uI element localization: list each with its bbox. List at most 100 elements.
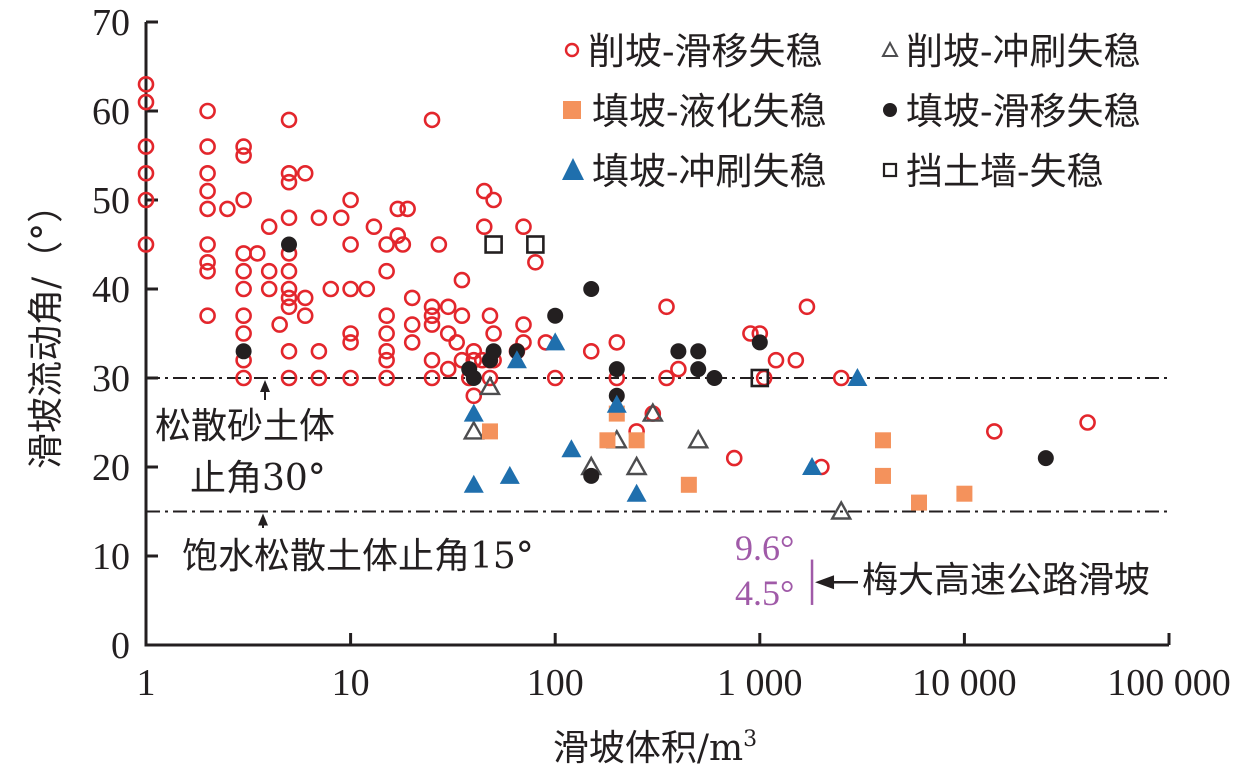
data-point [956, 485, 973, 502]
data-point [342, 334, 359, 351]
legend-label: 削坡-滑移失稳 [588, 30, 823, 73]
data-point [453, 271, 471, 289]
data-point [199, 138, 216, 155]
series-0 [137, 76, 1096, 476]
data-point [403, 289, 421, 307]
data-point [399, 200, 416, 218]
legend-marker-square-filled [563, 101, 581, 119]
series-4 [463, 332, 868, 502]
data-point [235, 325, 252, 342]
data-point [199, 253, 216, 271]
data-point [378, 325, 395, 342]
data-point [235, 147, 252, 164]
data-point [280, 298, 298, 316]
data-point [280, 280, 298, 298]
reference-lines [146, 377, 1169, 528]
data-point [608, 334, 626, 351]
x-tick-label: 100 000 [1107, 662, 1231, 704]
y-axis-title: 滑坡流动角/（°） [26, 187, 67, 469]
data-point [802, 457, 823, 475]
y-tick-label: 40 [92, 269, 130, 311]
legend-item: 填坡-滑移失稳 [883, 90, 1141, 133]
data-point [830, 500, 853, 520]
data-point [670, 360, 687, 378]
data-point [526, 235, 545, 254]
data-point [547, 307, 564, 324]
legend-label: 填坡-液化失稳 [592, 90, 827, 133]
meida-landslide-label: 梅大高速公路滑坡 [862, 560, 1150, 601]
data-point [342, 325, 359, 342]
data-point [137, 93, 155, 111]
data-point [985, 423, 1003, 440]
x-axis-title: 滑坡体积/m3 [553, 727, 757, 769]
data-point [235, 262, 252, 280]
data-point [137, 76, 155, 93]
data-point [235, 191, 252, 209]
data-point [1037, 450, 1054, 467]
data-point [403, 316, 421, 333]
data-point [625, 455, 648, 476]
legend-marker-circle-filled [883, 103, 897, 117]
data-point [485, 325, 502, 342]
y-tick-label: 60 [92, 91, 130, 133]
legend-label: 削坡-冲刷失稳 [906, 30, 1141, 73]
series-5 [484, 235, 770, 388]
data-point [475, 182, 493, 200]
data-point [219, 200, 236, 218]
data-point [439, 298, 457, 316]
series-2 [481, 405, 973, 511]
data-point [453, 307, 471, 325]
legend-label: 挡土墙-失稳 [906, 150, 1104, 193]
y-tick-label: 70 [92, 2, 130, 44]
data-point [439, 325, 457, 342]
data-point [608, 361, 625, 378]
data-point [641, 402, 664, 422]
data-point [296, 307, 314, 325]
data-point [583, 281, 600, 297]
data-point [481, 307, 499, 325]
x-tick-label: 10 [332, 662, 370, 704]
ref-line-30-label-line1: 松散砂土体 [155, 406, 335, 447]
data-point [499, 465, 520, 484]
meida-range-high-label: 9.6° [735, 528, 794, 568]
data-point [296, 289, 314, 307]
data-point [546, 369, 564, 387]
y-tick-label: 20 [92, 447, 130, 489]
meida-range-low-label: 4.5° [735, 573, 794, 613]
x-tick-label: 1 [137, 662, 156, 704]
data-point [235, 138, 252, 155]
x-tick-label: 1 000 [717, 662, 803, 704]
data-point [378, 342, 395, 360]
y-tick-label: 30 [92, 358, 130, 400]
data-point [463, 403, 484, 422]
data-point [235, 307, 252, 325]
data-point [199, 165, 216, 182]
data-point [787, 351, 805, 369]
data-point [430, 236, 448, 253]
data-point [690, 361, 707, 378]
data-point [515, 316, 532, 333]
data-point [465, 370, 482, 386]
data-point [271, 316, 288, 333]
legend-item: 填坡-液化失稳 [563, 90, 827, 133]
data-point [911, 494, 928, 511]
data-point [1079, 414, 1096, 431]
data-point [478, 375, 502, 396]
data-point [280, 165, 298, 182]
data-point [280, 173, 298, 191]
data-point [389, 227, 407, 244]
data-point [583, 467, 600, 484]
data-point [485, 343, 502, 360]
data-point [378, 236, 395, 253]
data-point [280, 289, 298, 307]
data-point [767, 351, 785, 369]
series-1 [462, 375, 853, 520]
data-point [742, 325, 759, 342]
series-3 [235, 236, 1054, 484]
data-point [515, 218, 532, 235]
data-point [235, 245, 252, 262]
data-point [365, 218, 383, 235]
data-point [280, 111, 298, 129]
data-point [751, 334, 768, 351]
